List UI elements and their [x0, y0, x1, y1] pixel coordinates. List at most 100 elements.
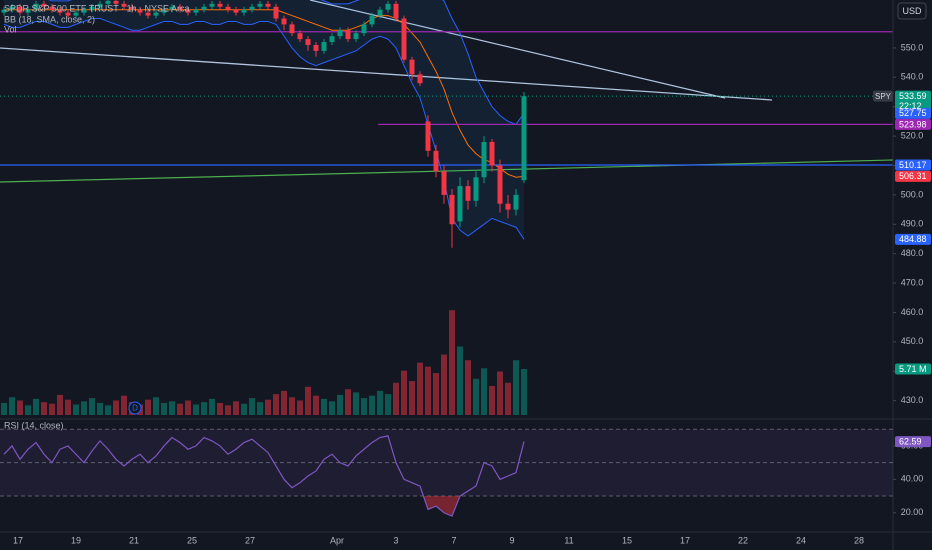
rsi-tick-label: 40.00: [901, 474, 924, 484]
candle-body: [145, 12, 151, 16]
candle-body: [361, 24, 367, 34]
volume-bar: [297, 400, 303, 415]
candle-body: [73, 12, 79, 16]
candle-body: [129, 6, 135, 10]
rsi-line: [3, 435, 525, 517]
x-tick-label: 15: [622, 535, 632, 545]
candle-body: [521, 96, 527, 181]
candle-body: [273, 6, 279, 19]
volume-bar: [225, 405, 231, 415]
price-badge-label: 506.31: [899, 171, 927, 181]
price-badge: [895, 159, 931, 171]
price-badge-label: 484.88: [899, 234, 927, 244]
candle-body: [25, 9, 31, 13]
volume-bar: [393, 382, 399, 415]
candle-body: [193, 9, 199, 13]
candle-body: [329, 36, 335, 43]
candle-body: [169, 6, 175, 10]
bb-fill: [4, 0, 524, 240]
volume-bar: [321, 398, 327, 415]
price-badge: [895, 107, 931, 119]
x-tick-label: 17: [680, 535, 690, 545]
volume-bar: [153, 397, 159, 415]
currency[interactable]: USD: [902, 6, 922, 16]
candle-body: [505, 203, 511, 210]
candle-body: [49, 6, 55, 10]
volume-bar: [401, 370, 407, 415]
y-tick-label: 540.0: [901, 72, 924, 82]
candle-body: [369, 15, 375, 25]
x-tick-label: 21: [129, 535, 139, 545]
candle-body: [241, 9, 247, 13]
volume-bar: [121, 395, 127, 415]
volume-bar: [209, 398, 215, 415]
currency-button[interactable]: [897, 2, 927, 20]
y-tick-label: 480.0: [901, 248, 924, 258]
dividend-label[interactable]: D: [132, 404, 138, 413]
bb-legend: BB (18, SMA, close, 2): [4, 14, 95, 24]
candle-body: [409, 59, 415, 75]
volume-bar: [161, 402, 167, 415]
candle-body: [257, 3, 263, 7]
y-tick-label: 460.0: [901, 307, 924, 317]
candle-body: [105, 0, 111, 4]
candle-body: [161, 9, 167, 13]
candle-body: [113, 0, 119, 4]
x-tick-label: 9: [509, 535, 514, 545]
volume-bar: [249, 398, 255, 415]
candle-body: [497, 165, 503, 204]
rsi-badge-label: 62.59: [899, 436, 922, 446]
volume-bar: [505, 382, 511, 415]
trendline: [0, 159, 893, 183]
volume-bar: [49, 403, 55, 415]
price-badge: [895, 170, 931, 182]
candle-body: [81, 9, 87, 13]
candle-body: [457, 186, 463, 222]
symbol-badge-label: SPY: [875, 92, 892, 101]
symbol-badge: [873, 90, 893, 102]
x-tick-label: 24: [796, 535, 806, 545]
volume-bar: [145, 399, 151, 415]
volume-bar: [257, 402, 263, 415]
candle-body: [1, 9, 7, 13]
volume-bar: [281, 390, 287, 415]
candle-body: [65, 12, 71, 16]
candle-body: [209, 3, 215, 7]
candle-body: [33, 3, 39, 10]
price-badge-label: 510.17: [899, 160, 927, 170]
x-tick-label: 22: [738, 535, 748, 545]
volume-bar: [97, 402, 103, 415]
volume-bar: [81, 401, 87, 415]
candle-body: [385, 3, 391, 10]
x-tick-label: 27: [245, 535, 255, 545]
candle-body: [233, 9, 239, 13]
dividend-marker[interactable]: [128, 401, 142, 415]
volume-bar: [289, 397, 295, 415]
volume-bar: [177, 403, 183, 415]
rsi-tick-label: 20.00: [901, 507, 924, 517]
candle-body: [281, 18, 287, 25]
price-badge: [895, 233, 931, 245]
candle-body: [489, 141, 495, 166]
candle-body: [401, 18, 407, 60]
volume-bar: [241, 403, 247, 415]
volume-bar: [513, 360, 519, 415]
candle-body: [289, 24, 295, 34]
vol-legend: Vol: [4, 24, 17, 34]
x-tick-label: Apr: [330, 535, 344, 545]
volume-bar: [193, 404, 199, 415]
y-tick-label: 490.0: [901, 219, 924, 229]
volume-bar: [489, 385, 495, 415]
candle-body: [321, 42, 327, 51]
volume-bar: [377, 390, 383, 415]
price-pane: [0, 0, 893, 415]
volume-bar: [217, 402, 223, 415]
volume-bar: [9, 397, 15, 415]
candle-body: [57, 9, 63, 13]
x-tick-label: 17: [13, 535, 23, 545]
y-tick-label: 550.0: [901, 42, 924, 52]
volume-bar: [369, 395, 375, 415]
candle-body: [225, 6, 231, 10]
volume-bar: [385, 394, 391, 415]
